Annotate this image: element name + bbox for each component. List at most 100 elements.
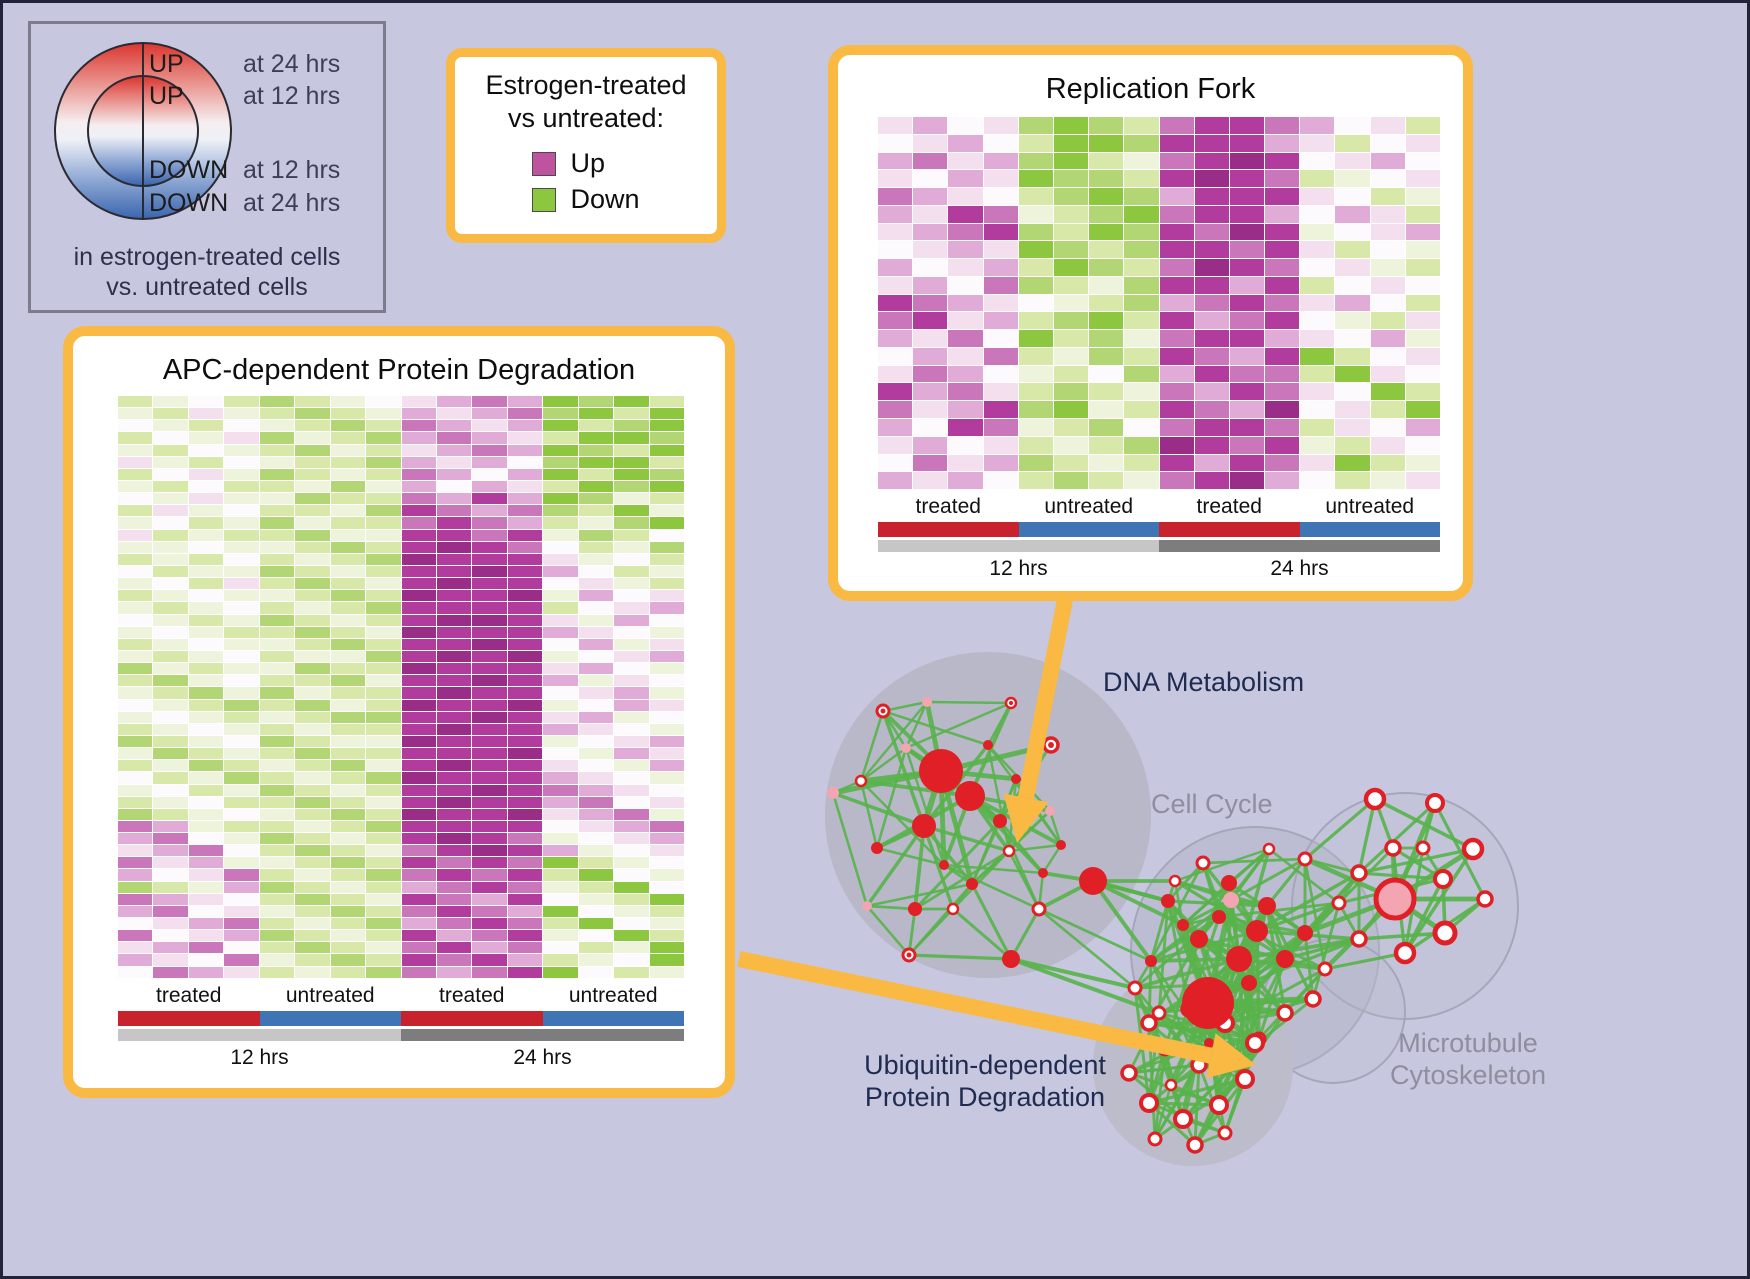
network-edge	[1223, 1042, 1257, 1134]
heatmap-cell	[948, 117, 983, 134]
heatmap-cell	[1370, 152, 1405, 170]
heatmap-cell	[1018, 312, 1053, 330]
heatmap-cell	[366, 578, 401, 590]
heatmap-cell	[578, 748, 614, 760]
heatmap-cell	[1229, 312, 1265, 330]
heatmap-cell	[188, 444, 224, 456]
heatmap-cell	[649, 966, 684, 978]
network-node-ring	[1384, 839, 1402, 857]
network-edge	[1187, 1008, 1201, 1066]
network-edge	[904, 745, 943, 774]
network-edge	[1182, 1077, 1246, 1121]
heatmap-row	[118, 541, 684, 553]
heatmap-cell	[1405, 241, 1440, 259]
network-edge	[1133, 987, 1151, 1024]
heatmap-cell	[1053, 188, 1089, 205]
heatmap-cell	[614, 602, 649, 614]
heatmap-cell	[1124, 134, 1159, 152]
heatmap-cell	[330, 529, 366, 541]
heatmap-cell	[649, 930, 684, 942]
heatmap-cell	[330, 687, 366, 699]
heatmap-cell	[578, 711, 614, 723]
heatmap-cell	[295, 723, 330, 735]
heatmap-cell	[259, 590, 295, 602]
heatmap-cell	[259, 432, 295, 444]
heatmap-cell	[543, 808, 578, 820]
heatmap-cell	[366, 881, 401, 893]
heatmap-cell	[913, 383, 948, 401]
heatmap-cell	[259, 541, 295, 553]
heatmap-cell	[543, 408, 578, 420]
network-node-red	[966, 878, 978, 890]
network-node-ring	[854, 774, 868, 788]
network-edge	[1150, 957, 1240, 963]
heatmap-cell	[543, 529, 578, 541]
heatmap-cell	[578, 590, 614, 602]
heatmap-cell	[1370, 347, 1405, 365]
heatmap-cell	[543, 699, 578, 711]
heatmap-cell	[366, 675, 401, 687]
heatmap-cell	[649, 905, 684, 918]
heatmap-cell	[543, 444, 578, 456]
heatmap-cell	[330, 602, 366, 614]
heatmap-cell	[188, 966, 224, 978]
heatmap-cell	[118, 480, 153, 493]
heatmap-cell	[543, 784, 578, 796]
heatmap-cell	[366, 638, 401, 650]
heatmap-cell	[224, 723, 259, 735]
network-edge	[881, 710, 908, 749]
heatmap-cell	[153, 626, 188, 638]
heatmap-cell	[436, 578, 472, 590]
heatmap-cell	[472, 529, 507, 541]
heatmap-cell	[188, 869, 224, 881]
network-node-bullseye-dot	[1048, 742, 1054, 748]
heatmap-cell	[330, 396, 366, 408]
heatmap-cell	[436, 553, 472, 565]
rep-treatment-bars	[878, 522, 1440, 537]
callout-arrow-shaft	[1018, 598, 1073, 800]
heatmap-cell	[1370, 436, 1405, 454]
heatmap-cell	[649, 408, 684, 420]
legend-up-12-time: at 12 hrs	[243, 82, 341, 110]
cluster-circle	[1130, 826, 1380, 1076]
heatmap-cell	[507, 493, 543, 505]
heatmap-cell	[983, 383, 1018, 401]
heatmap-cell	[224, 650, 259, 663]
network-edge	[1358, 847, 1474, 875]
heatmap-cell	[1405, 312, 1440, 330]
heatmap-row	[118, 918, 684, 930]
heatmap-cell	[1018, 454, 1053, 472]
network-edge	[1164, 1041, 1256, 1051]
network-edge	[875, 747, 908, 849]
network-edge	[860, 779, 971, 798]
heatmap-cell	[436, 869, 472, 881]
heatmap-cell	[224, 820, 259, 833]
heatmap-cell	[436, 565, 472, 578]
heatmap-cell	[1265, 259, 1300, 276]
heatmap-cell	[614, 468, 649, 480]
heatmap-cell	[507, 735, 543, 748]
heatmap-cell	[472, 723, 507, 735]
heatmap-cell	[401, 784, 436, 796]
network-edge	[1283, 901, 1341, 961]
heatmap-row	[118, 565, 684, 578]
heatmap-row	[118, 480, 684, 493]
heatmap-cell	[983, 347, 1018, 365]
network-edge	[1193, 1078, 1247, 1146]
heatmap-cell	[1053, 401, 1089, 419]
heatmap-cell	[259, 699, 295, 711]
heatmap-cell	[330, 820, 366, 833]
heatmap-cell	[295, 796, 330, 808]
heatmap-cell	[118, 541, 153, 553]
network-edge	[940, 768, 1017, 782]
heatmap-cell	[224, 541, 259, 553]
heatmap-cell	[1053, 347, 1089, 365]
heatmap-cell	[259, 517, 295, 529]
heatmap-cell	[259, 833, 295, 845]
network-edge	[1009, 908, 1041, 960]
heatmap-cell	[259, 602, 295, 614]
network-edge	[905, 746, 1001, 823]
heatmap-cell	[983, 134, 1018, 152]
heatmap-cell	[1335, 134, 1370, 152]
heatmap-cell	[948, 383, 983, 401]
